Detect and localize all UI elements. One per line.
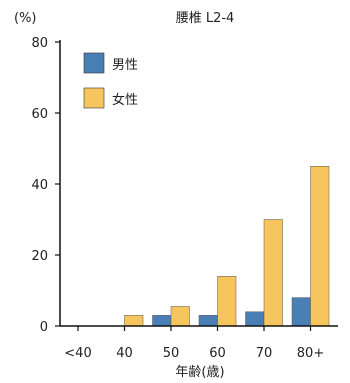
y-tick-label: 20 bbox=[31, 249, 48, 264]
bar-female-2 bbox=[170, 306, 190, 327]
x-tick-label: 70 bbox=[256, 346, 273, 361]
bars bbox=[124, 166, 330, 327]
x-tick-label: <40 bbox=[64, 346, 91, 361]
y-axis-ticks: 0 20 40 60 80 bbox=[31, 36, 60, 335]
y-axis-unit-label: (%) bbox=[14, 11, 37, 26]
legend-swatch-female bbox=[83, 87, 105, 109]
y-tick-label: 0 bbox=[40, 320, 48, 335]
bar-female-1 bbox=[124, 315, 144, 327]
legend-label-male: 男性 bbox=[112, 58, 138, 73]
bar-female-4 bbox=[263, 219, 283, 327]
bar-female-3 bbox=[217, 276, 237, 327]
x-axis-label: 年齢(歳) bbox=[175, 365, 224, 380]
legend-swatch-male bbox=[83, 52, 105, 74]
x-tick-label: 40 bbox=[116, 346, 133, 361]
bar-male-3 bbox=[198, 315, 218, 327]
bar-male-4 bbox=[245, 311, 265, 327]
x-tick-label: 60 bbox=[209, 346, 226, 361]
bar-male-2 bbox=[152, 315, 172, 327]
y-tick-label: 40 bbox=[31, 178, 48, 193]
x-axis-ticks: <40 40 50 60 70 80+ bbox=[64, 326, 324, 361]
y-tick-label: 60 bbox=[31, 107, 48, 122]
x-tick-label: 80+ bbox=[297, 346, 324, 361]
legend: 男性 女性 bbox=[83, 52, 138, 109]
chart-title: 腰椎 L2-4 bbox=[176, 11, 235, 26]
bar-female-5 bbox=[310, 166, 330, 327]
bar-male-5 bbox=[291, 297, 311, 327]
legend-label-female: 女性 bbox=[112, 92, 138, 108]
y-tick-label: 80 bbox=[31, 36, 48, 51]
x-tick-label: 50 bbox=[163, 346, 180, 361]
